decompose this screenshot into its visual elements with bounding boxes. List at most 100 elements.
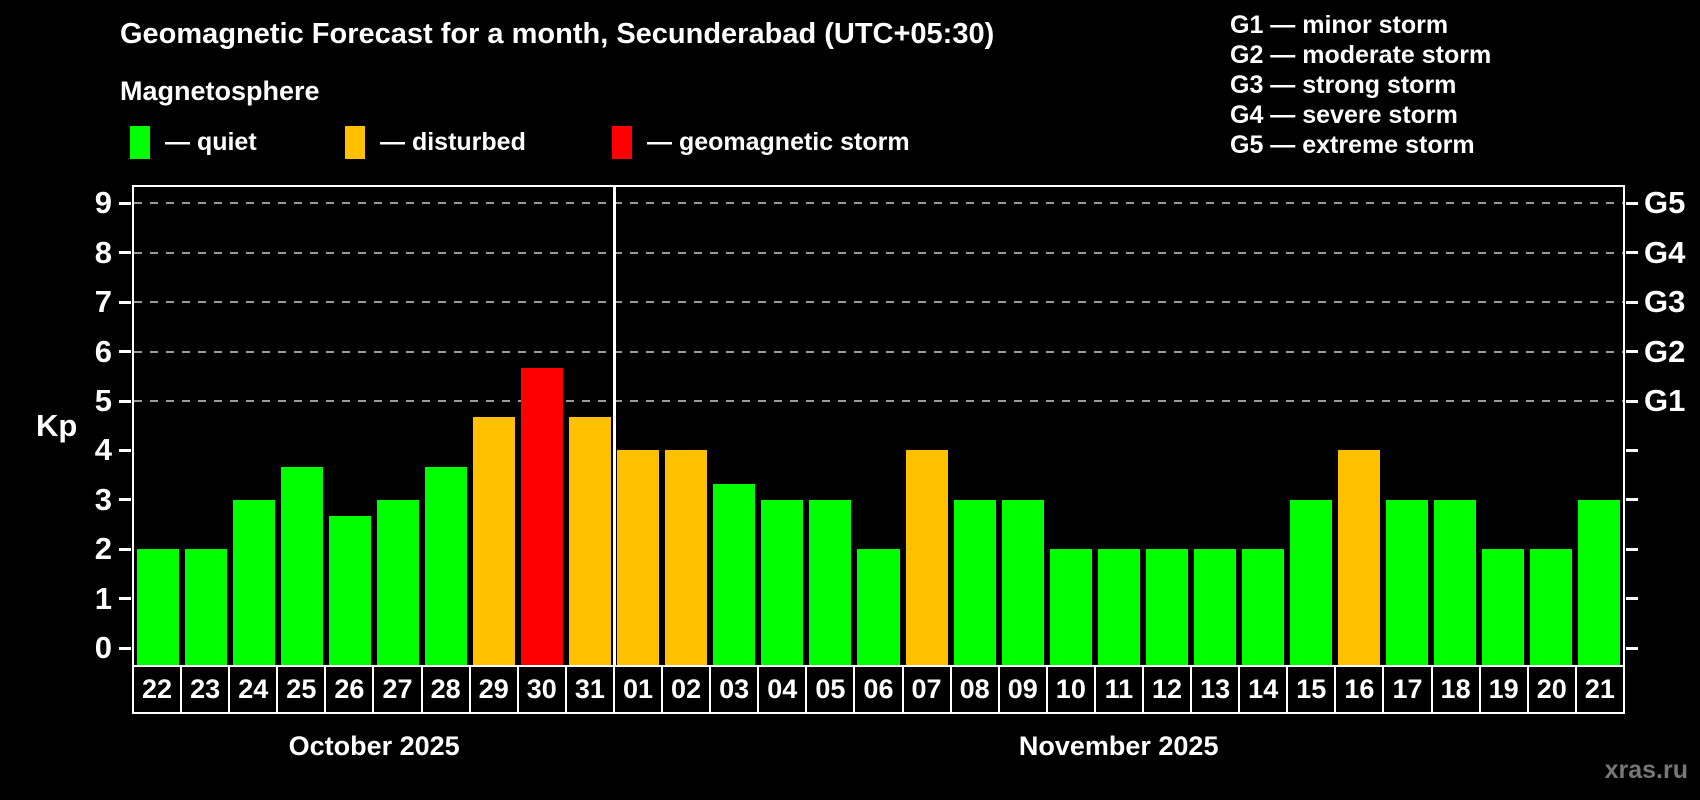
y-axis-tick-right — [1626, 399, 1638, 403]
kp-bar — [1385, 499, 1428, 665]
g-level-label: G2 — [1644, 333, 1686, 369]
date-cell: 28 — [422, 665, 471, 714]
date-cell: 16 — [1336, 665, 1385, 714]
y-axis-tick-label: 2 — [94, 531, 112, 567]
legend-item-label: — quiet — [165, 128, 257, 156]
y-axis-tick-label: 8 — [94, 234, 112, 270]
kp-bar — [137, 549, 180, 665]
kp-bar — [665, 450, 708, 665]
kp-bar — [1433, 499, 1476, 665]
quiet-color-swatch — [130, 126, 150, 159]
legend-item-label: — geomagnetic storm — [647, 128, 910, 156]
y-axis-tick-left — [119, 399, 131, 403]
date-cell: 12 — [1143, 665, 1193, 714]
date-cell: 10 — [1047, 665, 1096, 714]
date-cell: 18 — [1432, 665, 1481, 714]
legend-item-quiet: — quiet — [130, 126, 257, 159]
y-axis-tick-left — [119, 498, 131, 502]
g-scale-legend-line: G1 — minor storm — [1230, 11, 1449, 39]
y-axis-tick-right — [1626, 300, 1638, 304]
kp-bar — [1577, 499, 1620, 665]
kp-bar — [761, 499, 804, 665]
kp-bar — [185, 549, 228, 665]
gridline-kp9 — [134, 202, 1623, 205]
y-axis-tick-right — [1626, 597, 1638, 601]
y-axis-tick-left — [119, 597, 131, 601]
date-cell: 27 — [374, 665, 423, 714]
date-cell: 14 — [1240, 665, 1289, 714]
date-cell: 23 — [182, 665, 231, 714]
date-cell: 20 — [1528, 665, 1577, 714]
y-axis-tick-label: 9 — [94, 185, 112, 221]
y-axis-tick-right — [1626, 251, 1638, 255]
y-axis-tick-right — [1626, 448, 1638, 452]
legend-item-disturbed: — disturbed — [345, 126, 526, 159]
kp-bar — [1001, 499, 1044, 665]
date-cell: 01 — [614, 665, 664, 714]
date-cell: 19 — [1480, 665, 1529, 714]
y-axis-tick-label: 7 — [94, 284, 112, 320]
kp-bar — [905, 450, 948, 665]
g-scale-legend-line: G4 — severe storm — [1230, 101, 1458, 129]
g-scale-legend-line: G3 — strong storm — [1230, 71, 1457, 99]
date-cell: 24 — [230, 665, 279, 714]
date-cell: 21 — [1576, 665, 1625, 714]
y-axis-tick-left — [119, 300, 131, 304]
storm-color-swatch — [612, 126, 632, 159]
date-cell: 04 — [759, 665, 808, 714]
y-axis-tick-left — [119, 201, 131, 205]
month-separator-line — [612, 185, 616, 667]
date-cell: 13 — [1192, 665, 1241, 714]
kp-bar — [377, 499, 420, 665]
kp-bar — [1145, 549, 1188, 665]
date-cell: 17 — [1384, 665, 1433, 714]
date-cell: 09 — [999, 665, 1048, 714]
date-cell: 31 — [566, 665, 615, 714]
y-axis-tick-label: 0 — [94, 630, 112, 665]
kp-bar — [713, 483, 756, 665]
kp-bar — [233, 499, 276, 665]
y-axis-tick-label: 1 — [94, 580, 112, 616]
date-cell: 25 — [278, 665, 327, 714]
kp-bar — [1193, 549, 1236, 665]
y-axis-tick-left — [119, 646, 131, 650]
g-level-label: G3 — [1644, 284, 1686, 320]
magnetosphere-label: Magnetosphere — [120, 76, 320, 106]
kp-bar — [1097, 549, 1140, 665]
y-axis-tick-right — [1626, 201, 1638, 205]
kp-bar — [281, 466, 324, 665]
y-axis-tick-label: 6 — [94, 333, 112, 369]
y-axis-tick-left — [119, 547, 131, 551]
date-cell: 03 — [711, 665, 760, 714]
kp-bar — [617, 450, 660, 665]
gridline-kp8 — [134, 251, 1623, 254]
kp-bar — [1481, 549, 1524, 665]
kp-bar — [857, 549, 900, 665]
y-axis-tick-left — [119, 448, 131, 452]
watermark: xras.ru — [1604, 756, 1688, 784]
y-axis-tick-label: 3 — [94, 481, 112, 517]
g-scale-legend-line: G5 — extreme storm — [1230, 131, 1475, 159]
g-level-label: G4 — [1644, 234, 1686, 270]
month-label: November 2025 — [1018, 731, 1219, 761]
kp-bar — [425, 466, 468, 665]
kp-bar — [1337, 450, 1380, 665]
g-level-label: G1 — [1644, 383, 1686, 418]
y-axis-tick-left — [119, 350, 131, 354]
date-cell: 08 — [951, 665, 1000, 714]
month-label: October 2025 — [288, 731, 460, 761]
date-cell: 26 — [326, 665, 375, 714]
y-axis-tick-label: 5 — [94, 383, 112, 418]
y-axis-tick-right — [1626, 498, 1638, 502]
kp-bar — [809, 499, 852, 665]
kp-bar — [569, 417, 612, 665]
legend-item-storm: — geomagnetic storm — [612, 126, 910, 159]
date-cell: 07 — [903, 665, 952, 714]
date-cell: 02 — [663, 665, 712, 714]
y-axis-tick-right — [1626, 547, 1638, 551]
disturbed-color-swatch — [345, 126, 365, 159]
date-cell: 22 — [132, 665, 183, 714]
date-cell: 11 — [1095, 665, 1144, 714]
kp-bar — [1529, 549, 1572, 665]
